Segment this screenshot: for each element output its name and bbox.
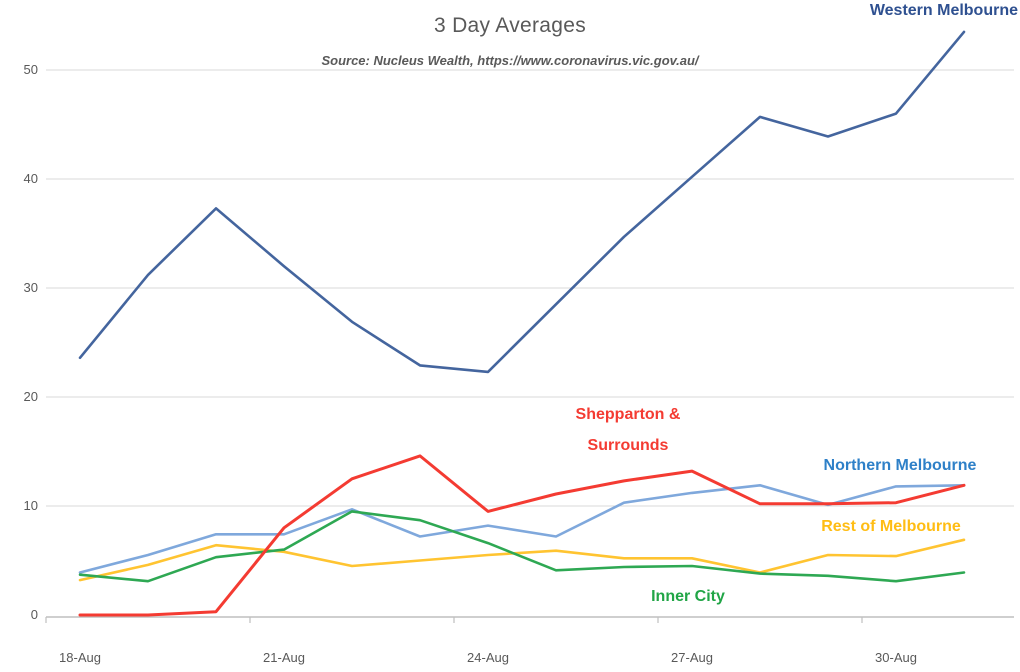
y-tick-label-10: 10 — [23, 498, 38, 513]
line-series-1 — [78, 483, 966, 574]
series-label-rest-of-melbourne: Rest of Melbourne — [821, 518, 961, 535]
line-series-4 — [78, 454, 966, 617]
y-tick-label-50: 50 — [23, 62, 38, 77]
line-series-2 — [78, 538, 966, 582]
x-tick-label-30-Aug: 30-Aug — [875, 650, 917, 665]
y-tick-label-0: 0 — [30, 607, 38, 622]
series-label-shepparton-surrounds: Shepparton & Surrounds — [575, 406, 681, 454]
x-tick-label-24-Aug: 24-Aug — [467, 650, 509, 665]
series-label-inner-city: Inner City — [651, 588, 725, 605]
series-label-northern-melbourne: Northern Melbourne — [823, 457, 977, 474]
x-tick-label-27-Aug: 27-Aug — [671, 650, 713, 665]
series-label-western-melbourne: Western Melbourne — [869, 2, 1018, 19]
x-tick-label-21-Aug: 21-Aug — [263, 650, 305, 665]
x-tick-label-18-Aug: 18-Aug — [59, 650, 101, 665]
y-tick-label-30: 30 — [23, 280, 38, 295]
y-tick-label-40: 40 — [23, 171, 38, 186]
chart-subtitle: Source: Nucleus Wealth, https://www.coro… — [321, 53, 699, 68]
chart-title: 3 Day Averages — [433, 14, 587, 37]
line-series-0 — [78, 30, 966, 374]
y-tick-label-20: 20 — [23, 389, 38, 404]
line-series-3 — [78, 510, 966, 583]
